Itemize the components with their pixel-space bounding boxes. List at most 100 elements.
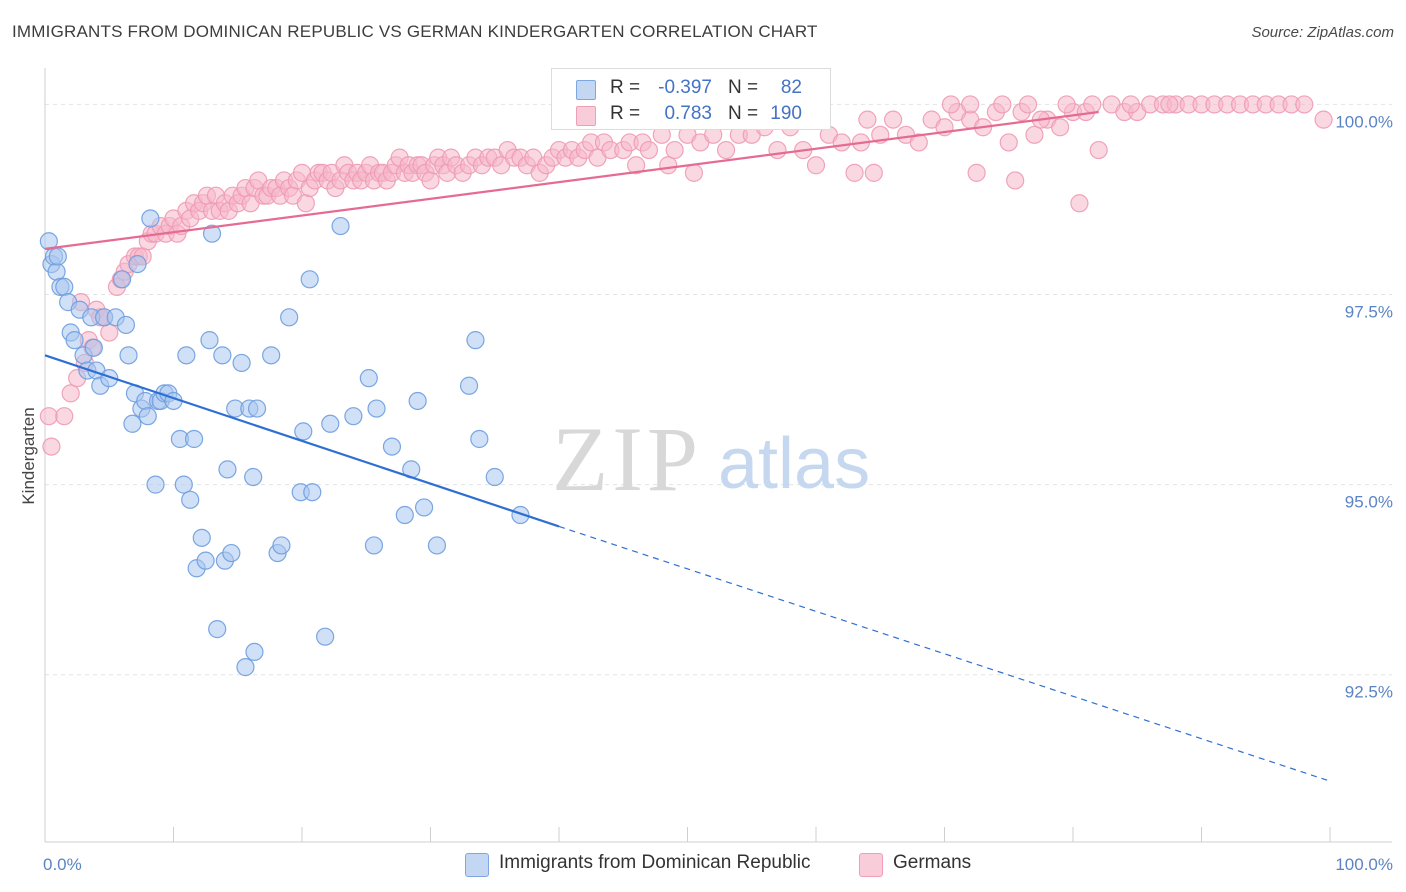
dominican-point (459, 376, 479, 395)
germans-point (684, 163, 704, 182)
series-dominican-republic (39, 209, 530, 677)
legend-r-label: R = (610, 77, 641, 98)
dominican-point (414, 498, 434, 517)
dominican-point (300, 270, 319, 289)
dominican-point (181, 490, 200, 509)
germans-point (665, 140, 684, 160)
dominican-point (408, 391, 427, 411)
dominican-point (47, 262, 66, 281)
germans-point (1083, 95, 1102, 114)
dominican-point (112, 270, 132, 289)
dominican-point (141, 209, 160, 228)
dominican-point (65, 331, 84, 350)
dominican-point (202, 224, 222, 243)
dominican-point (200, 331, 219, 350)
germans-point (1006, 171, 1025, 190)
legend-row-germans: R = 0.783 N = 190 (552, 102, 830, 128)
dominican-point (470, 429, 489, 449)
dominican-point (213, 346, 232, 365)
dominican-point (174, 475, 193, 494)
germans-point (1314, 110, 1333, 129)
dominican-point (236, 658, 255, 677)
dominican-point (128, 254, 147, 274)
germans-point (806, 156, 826, 175)
germans-point (55, 407, 74, 426)
dominican-point (146, 475, 165, 494)
germans-point (639, 140, 659, 160)
dominican-point (303, 483, 322, 502)
legend-label-germans: Germans (893, 852, 972, 873)
chart-source: Source: ZipAtlas.com (1251, 24, 1394, 41)
watermark-atlas: atlas (718, 424, 870, 504)
watermark: ZIP atlas (552, 408, 870, 510)
trend-lines (44, 110, 1331, 782)
dominican-point (316, 627, 335, 646)
dominican-point (427, 536, 447, 555)
y-tick-labels: 92.5% 95.0% 97.5% 100.0% (1335, 112, 1393, 701)
legend-r-label: R = (610, 103, 641, 124)
dominican-point (485, 467, 504, 487)
germans-point (1051, 118, 1070, 137)
germans-point (1121, 95, 1140, 114)
germans-point (1089, 140, 1108, 160)
dominican-point (466, 331, 485, 350)
legend-r-value: -0.397 (658, 77, 712, 98)
gridlines (45, 103, 1392, 676)
legend-r-value: 0.783 (664, 103, 712, 124)
y-tick-label: 100.0% (1335, 112, 1393, 131)
dominican-trend-extension (558, 525, 1331, 782)
germans-point (1295, 95, 1314, 114)
watermark-zip: ZIP (552, 408, 702, 510)
dominican-point (55, 277, 74, 297)
dominican-point (208, 619, 227, 639)
legend-swatch-blue (576, 80, 596, 100)
dominican-trend-line (44, 354, 560, 528)
germans-point (100, 323, 119, 342)
legend-n-value: 190 (770, 103, 802, 124)
dominican-point (272, 536, 291, 555)
y-tick-label: 95.0% (1345, 493, 1393, 512)
dominican-point (116, 315, 136, 335)
dominican-point (359, 369, 378, 388)
germans-point (716, 140, 736, 160)
legend-item-dominican: Immigrants from Dominican Republic (465, 852, 845, 878)
dominican-point (245, 642, 264, 662)
dominican-point (331, 216, 350, 236)
correlation-legend: R = -0.397 N = 82 R = 0.783 N = 190 (551, 68, 831, 130)
dominican-point (280, 308, 299, 327)
legend-swatch-pink (859, 853, 883, 877)
germans-point (39, 407, 58, 426)
dominican-point (123, 414, 142, 433)
dominican-point (262, 346, 281, 365)
y-tick-label: 97.5% (1345, 303, 1393, 322)
chart-title: IMMIGRANTS FROM DOMINICAN REPUBLIC VS GE… (12, 22, 818, 41)
germans-point (1160, 95, 1179, 114)
dominican-point (138, 407, 157, 426)
dominican-point (511, 505, 530, 525)
dominican-point (244, 467, 263, 487)
x-tick-labels: 0.0% 100.0% (43, 855, 1393, 874)
germans-point (832, 133, 851, 152)
germans-point (42, 437, 61, 456)
germans-point (993, 95, 1012, 114)
germans-point (858, 110, 877, 129)
legend-n-value: 82 (780, 77, 802, 98)
legend-swatch-pink (576, 106, 596, 126)
dominican-point (395, 505, 414, 525)
dominican-point (222, 543, 241, 563)
dominican-point (100, 369, 119, 388)
legend-label-dominican: Immigrants from Dominican Republic (499, 852, 811, 873)
germans-point (845, 163, 864, 182)
dominican-point (218, 460, 237, 479)
y-tick-label: 92.5% (1345, 683, 1393, 702)
legend-n-label: N = (728, 103, 759, 124)
germans-point (864, 163, 883, 182)
germans-point (941, 95, 961, 114)
dominican-point (344, 407, 363, 426)
dominican-point (119, 346, 138, 365)
legend-swatch-blue (465, 853, 489, 877)
germans-point (61, 384, 80, 403)
germans-point (1070, 194, 1089, 213)
germans-point (1025, 125, 1044, 144)
